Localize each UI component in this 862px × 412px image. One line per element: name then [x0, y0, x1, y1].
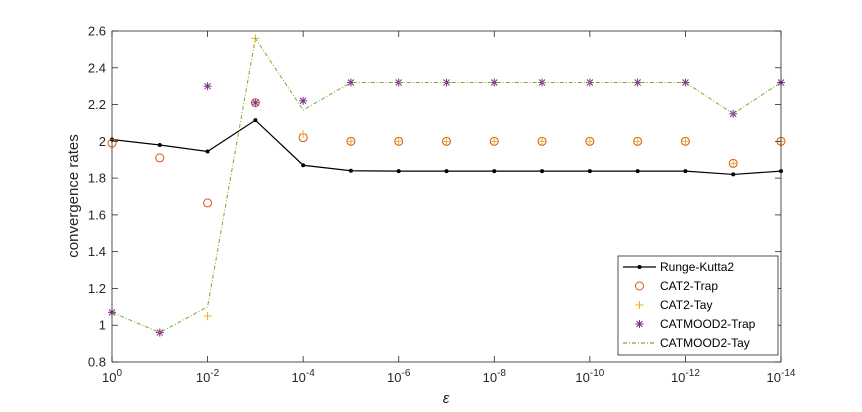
legend-item: CAT2-Trap	[635, 279, 718, 293]
y-tick-label: 1	[99, 318, 106, 333]
data-point	[251, 98, 260, 107]
data-point	[587, 169, 592, 174]
x-tick-label: 10-8	[483, 368, 507, 385]
data-point	[492, 169, 497, 174]
data-point	[540, 169, 545, 174]
y-tick-label: 2.4	[88, 60, 106, 75]
data-point	[346, 137, 355, 146]
x-tick-label: 10-4	[291, 368, 315, 385]
data-point	[681, 78, 690, 87]
legend-label: CAT2-Trap	[660, 279, 718, 293]
data-point	[203, 198, 213, 208]
legend-swatch-marker	[637, 265, 642, 269]
data-point	[444, 169, 449, 174]
series-line-4	[111, 37, 782, 334]
legend-swatch-marker	[635, 320, 644, 328]
x-tick-label: 100	[102, 368, 122, 385]
legend-box	[617, 255, 779, 356]
y-tick-label: 1.4	[88, 244, 106, 259]
legend-item: CATMOOD2-Trap	[635, 317, 756, 331]
data-point	[538, 137, 547, 146]
legend-item: CATMOOD2-Tay	[623, 336, 750, 350]
series-4	[111, 37, 782, 334]
data-point	[157, 143, 162, 148]
legend-item: Runge-Kutta2	[623, 260, 734, 274]
x-tick-label: 10-6	[387, 368, 411, 385]
y-tick-label: 2.6	[88, 24, 106, 39]
legend-swatch-marker	[635, 281, 644, 291]
legend-label: CAT2-Tay	[660, 298, 712, 312]
data-point	[205, 149, 210, 154]
x-tick-label: 10-2	[196, 368, 220, 385]
data-point	[155, 153, 165, 163]
data-point	[490, 137, 499, 146]
y-axis-title: convergence rates	[65, 134, 82, 257]
series-0	[110, 118, 783, 177]
x-tick-label: 10-14	[767, 368, 796, 385]
y-tick-label: 2	[99, 134, 106, 149]
y-tick-label: 1.2	[88, 281, 106, 296]
data-point	[346, 78, 355, 87]
y-tick-label: 0.8	[88, 355, 106, 370]
data-point	[635, 169, 640, 174]
data-point	[396, 169, 401, 174]
legend-label: CATMOOD2-Tay	[660, 336, 750, 350]
data-point	[253, 118, 258, 123]
data-point	[681, 137, 690, 146]
legend: Runge-Kutta2 CAT2-Trap CAT2-Tay CATMOOD2-Tr…	[617, 255, 779, 356]
axes-layer	[111, 30, 782, 363]
legend-label: Runge-Kutta2	[660, 260, 734, 274]
data-point	[203, 82, 212, 91]
data-point	[633, 137, 642, 146]
y-tick-label: 1.8	[88, 171, 106, 186]
axes-box	[111, 30, 782, 363]
series-layer	[107, 34, 786, 337]
data-point	[203, 312, 212, 321]
data-point	[299, 129, 308, 138]
data-point	[731, 172, 736, 177]
data-point	[585, 137, 594, 146]
y-tick-label: 1.6	[88, 207, 106, 222]
data-point	[683, 169, 688, 174]
data-point	[394, 137, 403, 146]
legend-item: CAT2-Tay	[635, 298, 712, 312]
legend-swatch-marker	[635, 301, 644, 309]
data-point	[299, 96, 308, 105]
data-point	[729, 159, 738, 168]
ticks-layer: 0.8 1 1.2 1.4 1.6 1.8 2 2.2 2.4 2.6 100 10-2 10-4 10-…	[88, 24, 796, 386]
data-point	[301, 163, 306, 168]
x-axis-title: ε	[443, 390, 450, 407]
data-point	[442, 137, 451, 146]
y-tick-label: 2.2	[88, 97, 106, 112]
legend-label: CATMOOD2-Trap	[660, 317, 756, 331]
data-point	[348, 168, 353, 173]
x-tick-label: 10-10	[575, 368, 604, 385]
x-tick-label: 10-12	[671, 368, 700, 385]
